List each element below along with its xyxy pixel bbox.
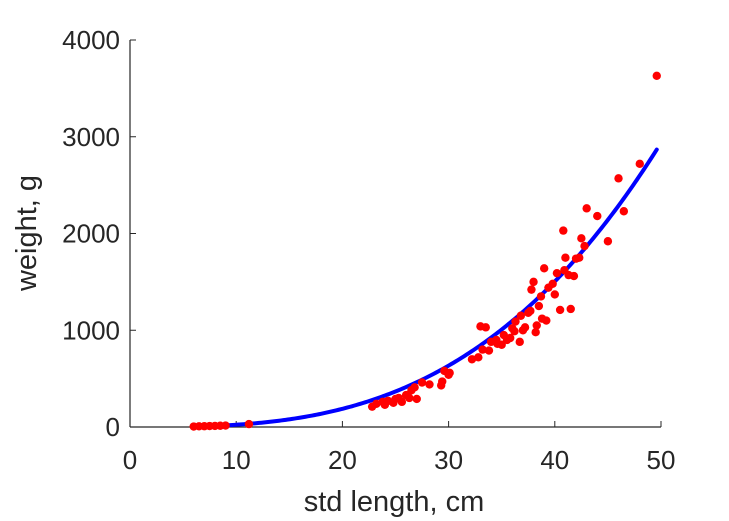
data-point [548, 279, 557, 289]
x-tick-label: 0 [123, 445, 137, 475]
x-tick-label: 40 [540, 445, 569, 475]
data-point [536, 292, 546, 301]
x-axis-label: std length, cm [304, 486, 485, 518]
data-point [497, 340, 506, 349]
data-point [244, 419, 254, 429]
axes [129, 39, 662, 428]
tick-labels: 0 10 20 30 40 50 0 1000 2000 3000 4000 [62, 25, 675, 475]
data-point [593, 211, 602, 221]
data-point [542, 316, 551, 325]
data-point [529, 277, 538, 287]
fit-curve-layer [212, 147, 659, 428]
data-point [474, 353, 483, 362]
data-point [478, 345, 487, 354]
x-tick-label: 50 [647, 445, 676, 475]
data-point [619, 207, 629, 216]
data-point [481, 323, 490, 332]
data-point [580, 241, 589, 251]
data-point [566, 304, 575, 314]
y-tick-label: 3000 [62, 122, 120, 152]
data-point [539, 264, 549, 273]
data-point [555, 305, 565, 315]
data-point [467, 355, 477, 364]
y-tick-label: 1000 [62, 315, 120, 345]
data-point [635, 159, 644, 169]
data-point [515, 337, 524, 347]
data-point [582, 204, 591, 213]
x-tick-label: 20 [328, 445, 357, 475]
data-point [531, 327, 540, 337]
data-point [484, 346, 494, 355]
data-point [417, 378, 427, 387]
data-point [510, 327, 519, 336]
data-point [552, 268, 562, 278]
x-tick-label: 30 [434, 445, 463, 475]
data-point [652, 71, 661, 81]
data-point [445, 368, 454, 378]
data-point [532, 321, 541, 330]
data-point [412, 394, 421, 404]
fit-curve [212, 147, 659, 428]
data-point [438, 377, 447, 386]
data-point [410, 383, 419, 392]
data-point [575, 253, 584, 262]
data-point [534, 301, 544, 311]
x-tick-label: 10 [222, 445, 251, 475]
data-point [577, 234, 586, 243]
data-point [506, 333, 515, 343]
data-point [550, 290, 559, 299]
data-point [516, 311, 526, 320]
data-point [526, 306, 535, 316]
data-point [520, 323, 530, 332]
data-point [221, 421, 230, 430]
data-point [614, 174, 623, 183]
data-point [405, 393, 414, 403]
data-point [511, 317, 520, 326]
data-point [561, 253, 570, 262]
y-tick-label: 0 [106, 412, 120, 442]
data-points-layer [189, 71, 661, 431]
y-axis-label: weight, g [11, 175, 43, 292]
data-point [425, 380, 434, 389]
data-point [603, 237, 613, 246]
data-point [397, 397, 407, 407]
y-tick-label: 2000 [62, 219, 120, 249]
data-point [372, 399, 381, 408]
data-point [527, 285, 536, 294]
data-point [559, 226, 568, 235]
data-point [569, 271, 579, 281]
y-tick-label: 4000 [62, 25, 120, 55]
